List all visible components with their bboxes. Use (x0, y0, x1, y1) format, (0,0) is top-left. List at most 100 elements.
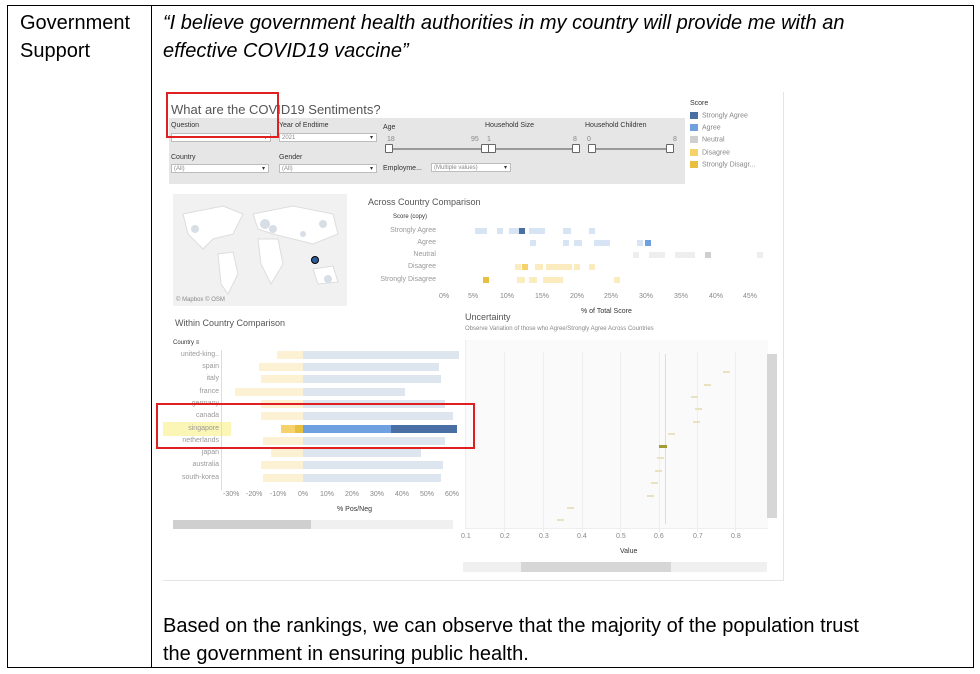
within-country-label[interactable]: france (199, 388, 219, 395)
household-size-min-handle[interactable] (488, 144, 496, 153)
world-map[interactable]: © Mapbox © OSM (173, 194, 347, 306)
across-mark (529, 277, 537, 283)
household-size-max: 8 (573, 136, 577, 143)
year-select[interactable]: 2021 ▾ (279, 133, 377, 142)
within-country-label[interactable]: australia (192, 461, 219, 468)
within-neg-bar (259, 363, 303, 371)
across-mark (563, 240, 569, 246)
gender-select-value: (All) (282, 166, 293, 172)
uncertainty-scrollbar[interactable] (767, 354, 777, 518)
across-mark (637, 240, 643, 246)
sort-icon[interactable]: ≡ (195, 340, 200, 346)
uncertainty-x-tick: 0.2 (500, 533, 510, 540)
within-pos-bar (303, 412, 453, 420)
household-children-min-handle[interactable] (588, 144, 596, 153)
within-neg-bar (295, 425, 303, 433)
within-x-tick: 10% (320, 491, 335, 498)
legend-item-agree[interactable]: Agree (690, 124, 721, 131)
within-country-label[interactable]: united-king.. (180, 351, 219, 358)
survey-quote: “I believe government health authorities… (163, 9, 963, 65)
within-header: Country ≡ (173, 340, 199, 346)
within-x-tick: -10% (270, 491, 287, 498)
table-border-right (973, 5, 974, 668)
dashboard-screenshot: What are the COVID19 Sentiments? Questio… (163, 92, 784, 581)
legend-swatch (690, 161, 698, 168)
across-mark (594, 240, 610, 246)
employment-select[interactable]: (Multiple values) ▾ (431, 163, 511, 172)
within-country-label[interactable]: netherlands (182, 437, 219, 444)
across-x-tick: 45% (743, 293, 758, 300)
household-children-min: 0 (587, 136, 591, 143)
uncertainty-gridline (543, 352, 544, 532)
within-x-tick: -30% (223, 491, 240, 498)
legend-item-strongly-agree[interactable]: Strongly Agree (690, 112, 748, 119)
legend-item-neutral[interactable]: Neutral (690, 136, 725, 143)
household-size-slider-track (489, 148, 577, 150)
uncertainty-gridline (735, 352, 736, 532)
legend-item-strongly-disagree[interactable]: Strongly Disagr... (690, 161, 755, 168)
within-country-label[interactable]: japan (201, 449, 219, 456)
country-select[interactable]: (All) ▾ (171, 164, 269, 173)
within-country-label[interactable]: canada (196, 412, 219, 419)
chevron-down-icon: ▾ (261, 166, 265, 172)
household-children-max-handle[interactable] (666, 144, 674, 153)
within-pos-bar (303, 437, 445, 445)
age-slider-min-handle[interactable] (385, 144, 393, 153)
legend-item-disagree[interactable]: Disagree (690, 149, 730, 156)
row-label-line2: Support (20, 40, 91, 62)
within-country-label[interactable]: spain (202, 363, 219, 370)
within-country-label[interactable]: south-korea (182, 474, 219, 481)
within-scrollbar-thumb[interactable] (173, 520, 311, 529)
within-x-tick: 20% (345, 491, 360, 498)
employment-filter-label: Employme... (383, 165, 422, 172)
across-mark (589, 264, 595, 270)
legend-swatch (690, 112, 698, 119)
uncertainty-gridline (582, 352, 583, 532)
across-mark (645, 240, 651, 246)
across-mark (529, 228, 545, 234)
dashboard-title: What are the COVID19 Sentiments? (171, 102, 381, 117)
uncertainty-gridline (697, 352, 698, 532)
within-x-tick: -20% (246, 491, 263, 498)
across-row-label: Neutral (413, 251, 436, 258)
uncertainty-mark (651, 482, 658, 484)
across-mark (517, 277, 525, 283)
legend-swatch (690, 124, 698, 131)
uncertainty-subtitle: Observe Variation of those who Agree/Str… (465, 326, 654, 332)
gender-select[interactable]: (All) ▾ (279, 164, 377, 173)
across-x-tick: 20% (570, 293, 585, 300)
uncertainty-h-scrollbar-thumb[interactable] (521, 562, 671, 572)
within-x-tick: 30% (370, 491, 385, 498)
quote-line1: “I believe government health authorities… (163, 12, 845, 34)
within-pos-bar (303, 363, 439, 371)
within-scrollbar-track[interactable] (173, 520, 453, 529)
table-border-bottom (7, 667, 974, 668)
within-neg-bar (263, 437, 303, 445)
within-pos-bar (303, 375, 441, 383)
within-x-axis-title: % Pos/Neg (337, 506, 373, 513)
row-label-line1: Government (20, 12, 131, 34)
world-map-shapes (182, 205, 339, 295)
question-filter-label: Question (171, 122, 200, 129)
within-pos-bar (303, 461, 443, 469)
uncertainty-x-tick: 0.6 (654, 533, 664, 540)
household-size-max-handle[interactable] (572, 144, 580, 153)
within-country-label[interactable]: singapore (188, 425, 219, 432)
legend-swatch (690, 149, 698, 156)
across-header: Score (copy) (393, 214, 428, 220)
uncertainty-reference-line (665, 354, 666, 524)
within-pos-bar (303, 449, 421, 457)
uncertainty-mark (567, 507, 574, 509)
within-header-label: Country (173, 340, 195, 346)
within-x-tick: 0% (298, 491, 309, 498)
uncertainty-gridline (504, 352, 505, 532)
within-x-tick: 50% (420, 491, 435, 498)
within-neg-bar (261, 461, 303, 469)
uncertainty-x-tick: 0.5 (616, 533, 626, 540)
across-row-label: Strongly Agree (390, 227, 436, 234)
within-x-tick: 60% (445, 491, 460, 498)
household-children-label: Household Children (585, 122, 647, 129)
uncertainty-gridline (620, 352, 621, 532)
within-country-label[interactable]: italy (206, 375, 219, 382)
uncertainty-mark (647, 495, 654, 497)
